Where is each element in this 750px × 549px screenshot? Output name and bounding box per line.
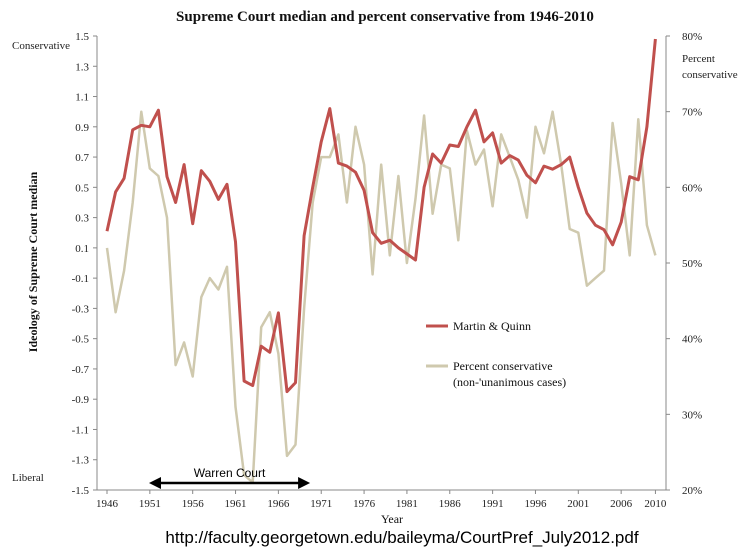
legend-label-percent-conservative: Percent conservative bbox=[453, 359, 553, 373]
legend-label-martin-quinn: Martin & Quinn bbox=[453, 319, 531, 333]
series-line-percent-conservative bbox=[105, 110, 657, 484]
y-axis-bottom-label: Liberal bbox=[12, 472, 44, 484]
y2-axis-label-line2: conservative bbox=[682, 69, 738, 81]
x-tick-label: 1976 bbox=[353, 498, 376, 510]
y2-tick-label: 20% bbox=[682, 485, 702, 497]
x-tick-label: 1996 bbox=[524, 498, 547, 510]
x-tick-label: 1966 bbox=[267, 498, 290, 510]
y-tick-label: -0.3 bbox=[72, 303, 90, 315]
x-tick-label: 1961 bbox=[225, 498, 247, 510]
x-tick-label: 1956 bbox=[182, 498, 205, 510]
y-tick-label: -1.1 bbox=[72, 424, 89, 436]
series-lines bbox=[105, 38, 657, 484]
y-tick-label: -0.1 bbox=[72, 273, 89, 285]
y-tick-label: 0.5 bbox=[75, 182, 89, 194]
y-axis-top-label: Conservative bbox=[12, 40, 70, 52]
y-tick-label: 0.3 bbox=[75, 213, 89, 225]
x-tick-label: 1981 bbox=[396, 498, 418, 510]
y2-tick-label: 80% bbox=[682, 31, 702, 43]
x-tick-label: 1946 bbox=[96, 498, 119, 510]
legend: Martin & Quinn Percent conservative (non… bbox=[426, 319, 566, 389]
x-axis-ticks: 1946 1951 1956 1961 1966 1971 1976 1981 1986 1991… bbox=[96, 490, 667, 510]
chart-title: Supreme Court median and percent conserv… bbox=[176, 9, 594, 25]
y2-tick-label: 40% bbox=[682, 334, 702, 346]
y-tick-label: 0.7 bbox=[75, 152, 89, 164]
x-tick-label: 1951 bbox=[139, 498, 161, 510]
y2-tick-label: 50% bbox=[682, 258, 702, 270]
y2-axis-label-line1: Percent bbox=[682, 53, 715, 65]
y-tick-label: -0.9 bbox=[72, 394, 90, 406]
y-tick-label: 1.1 bbox=[75, 92, 89, 104]
x-tick-label: 2006 bbox=[610, 498, 633, 510]
series-line-martin-quinn bbox=[105, 38, 657, 394]
y-tick-label: -0.7 bbox=[72, 364, 90, 376]
warren-court-arrowhead-right bbox=[298, 477, 311, 489]
y-tick-label: 0.1 bbox=[75, 243, 89, 255]
y2-axis-ticks: 80% 70% 60% 50% 40% 30% 20% bbox=[666, 31, 702, 497]
x-tick-label: 1991 bbox=[482, 498, 504, 510]
y-axis-label: Ideology of Supreme Court median bbox=[26, 171, 40, 352]
x-tick-label: 1986 bbox=[439, 498, 462, 510]
warren-court-arrowhead-left bbox=[148, 477, 161, 489]
x-axis-label: Year bbox=[381, 512, 403, 526]
y-axis-ticks: 1.5 1.3 1.1 0.9 0.7 0.5 0.3 0.1 -0.1 -0.3 -0.5 -0.7… bbox=[72, 31, 97, 497]
y-tick-label: 1.5 bbox=[75, 31, 89, 43]
legend-label-percent-conservative-line2: (non-'unanimous cases) bbox=[453, 375, 566, 389]
x-tick-label: 1971 bbox=[310, 498, 332, 510]
warren-court-annotation: Warren Court bbox=[148, 466, 311, 489]
axes bbox=[96, 36, 667, 491]
y2-tick-label: 60% bbox=[682, 182, 702, 194]
y-tick-label: -1.3 bbox=[72, 455, 90, 467]
warren-court-label: Warren Court bbox=[194, 466, 266, 480]
y-tick-label: 0.9 bbox=[75, 122, 89, 134]
source-url: http://faculty.georgetown.edu/baileyma/C… bbox=[165, 528, 638, 547]
x-tick-label: 2001 bbox=[567, 498, 589, 510]
y-tick-label: 1.3 bbox=[75, 61, 89, 73]
y-tick-label: -1.5 bbox=[72, 485, 90, 497]
y-tick-label: -0.5 bbox=[72, 334, 90, 346]
y2-tick-label: 30% bbox=[682, 409, 702, 421]
x-tick-label: 2010 bbox=[644, 498, 667, 510]
y2-tick-label: 70% bbox=[682, 107, 702, 119]
